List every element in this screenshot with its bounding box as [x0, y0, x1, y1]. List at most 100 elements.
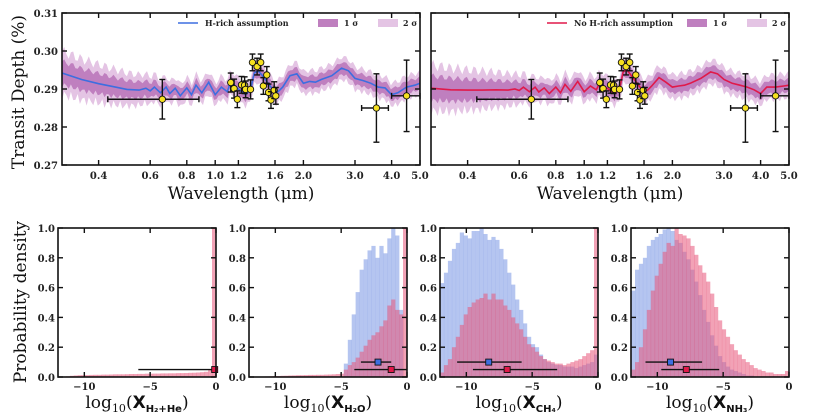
- y-tick-label: 0.8: [229, 254, 246, 265]
- y-tick-label: 0.8: [611, 254, 628, 265]
- y-tick-label: 1.0: [611, 224, 628, 235]
- hist-bar: [499, 299, 504, 377]
- y-tick-label: 0.2: [38, 343, 55, 354]
- hist-bar: [85, 375, 90, 377]
- x-tick-label: −5: [142, 382, 157, 393]
- hist-bar: [180, 373, 185, 377]
- hist-bar: [686, 238, 691, 377]
- y-tick-label: 0.6: [229, 284, 246, 295]
- x-tick-label: −5: [715, 382, 730, 393]
- hist-bar: [176, 373, 181, 377]
- y-tick-label: 0.0: [38, 373, 55, 384]
- hist-bar: [367, 250, 372, 377]
- legend-label: No H-rich assumption: [574, 18, 673, 28]
- x-label-paren: (: [324, 393, 331, 413]
- data-marker: [372, 104, 381, 112]
- hist-bar: [208, 369, 213, 377]
- hist-bar: [331, 374, 337, 377]
- hist-bar: [534, 351, 540, 377]
- hist-bar: [387, 305, 392, 377]
- data-point: [641, 86, 649, 105]
- hist-bar: [475, 299, 480, 377]
- x-tick-label: 1.0: [206, 171, 223, 182]
- data-point: [602, 90, 610, 109]
- x-label-species: CH₄: [536, 404, 556, 415]
- hist-bar: [347, 365, 352, 377]
- data-point: [626, 53, 634, 72]
- hist-bar: [635, 269, 640, 377]
- hist-bar: [459, 232, 464, 377]
- hist-bar: [519, 329, 524, 377]
- data-marker: [259, 82, 268, 90]
- axes-frame: [630, 227, 790, 378]
- data-marker: [628, 82, 637, 90]
- hist-bar: [471, 302, 476, 377]
- data-point: [729, 73, 759, 143]
- hist-bar: [351, 314, 356, 377]
- hist-bar: [367, 339, 372, 378]
- hist-bar: [566, 363, 571, 377]
- y-tick-label: 0.2: [611, 343, 628, 354]
- hist-bar: [320, 374, 325, 377]
- data-point: [632, 65, 640, 85]
- hist-bar: [399, 314, 404, 377]
- hist-bar: [447, 260, 453, 377]
- hist-bar: [152, 373, 157, 377]
- sigma1-band: [62, 59, 420, 103]
- x-tick-label: 1.6: [635, 171, 652, 182]
- x-label-var: X: [331, 393, 344, 413]
- median-marker: [138, 366, 219, 373]
- y-tick-label: 0.0: [229, 373, 246, 384]
- y-axis-label-transit-depth: Transit Depth (%): [9, 15, 29, 169]
- legend-sigma2-swatch: [747, 19, 767, 27]
- data-point: [390, 59, 421, 133]
- legend-sigma2-swatch: [378, 19, 398, 27]
- legend-label: 2 σ: [772, 18, 786, 28]
- median-square: [211, 366, 219, 373]
- x-label-paren: ): [556, 393, 563, 413]
- data-point: [233, 90, 241, 109]
- hist-bar: [121, 374, 126, 377]
- hist-bar: [200, 372, 205, 377]
- data-marker: [641, 92, 649, 100]
- hist-bar: [463, 235, 468, 377]
- hist-bar: [403, 228, 408, 377]
- hist-bar: [212, 228, 217, 377]
- x-tick-label: 2.0: [664, 171, 681, 182]
- hist-bar: [526, 344, 532, 377]
- data-marker: [632, 71, 640, 79]
- median-marker: [661, 366, 720, 373]
- hist-bar: [479, 298, 484, 377]
- median-square: [682, 366, 690, 373]
- x-tick-label: 0.8: [178, 171, 195, 182]
- hist-bar: [371, 335, 376, 377]
- x-label-paren: ): [182, 393, 189, 413]
- hist-bar: [698, 265, 703, 378]
- y-tick-label: 0.8: [38, 254, 55, 265]
- axes-frame: [439, 227, 599, 378]
- data-point: [360, 73, 390, 143]
- hist-bar: [515, 323, 520, 377]
- hist-bar: [773, 374, 778, 377]
- x-label-base: 10: [693, 402, 707, 415]
- x-label-species: H₂+He: [146, 404, 182, 415]
- hist-bar: [781, 374, 786, 377]
- hist-bar: [316, 374, 321, 377]
- hist-bar: [172, 373, 177, 377]
- hist-bar: [371, 245, 376, 377]
- data-marker: [272, 92, 280, 100]
- hist-bar: [658, 263, 663, 377]
- hist-bar: [105, 374, 110, 377]
- hist-bar: [741, 359, 746, 377]
- hist-bar: [638, 347, 644, 377]
- hist-bar: [451, 347, 457, 377]
- hist-bar: [164, 373, 169, 377]
- hist-bar: [140, 373, 146, 377]
- hist-bar: [717, 320, 723, 377]
- hist-bar: [654, 275, 659, 377]
- x-tick-label: 0: [786, 382, 793, 393]
- y-tick-label: 0.6: [611, 284, 628, 295]
- x-label-base: 10: [502, 402, 516, 415]
- hist-bar: [582, 356, 587, 377]
- median-square: [503, 366, 511, 373]
